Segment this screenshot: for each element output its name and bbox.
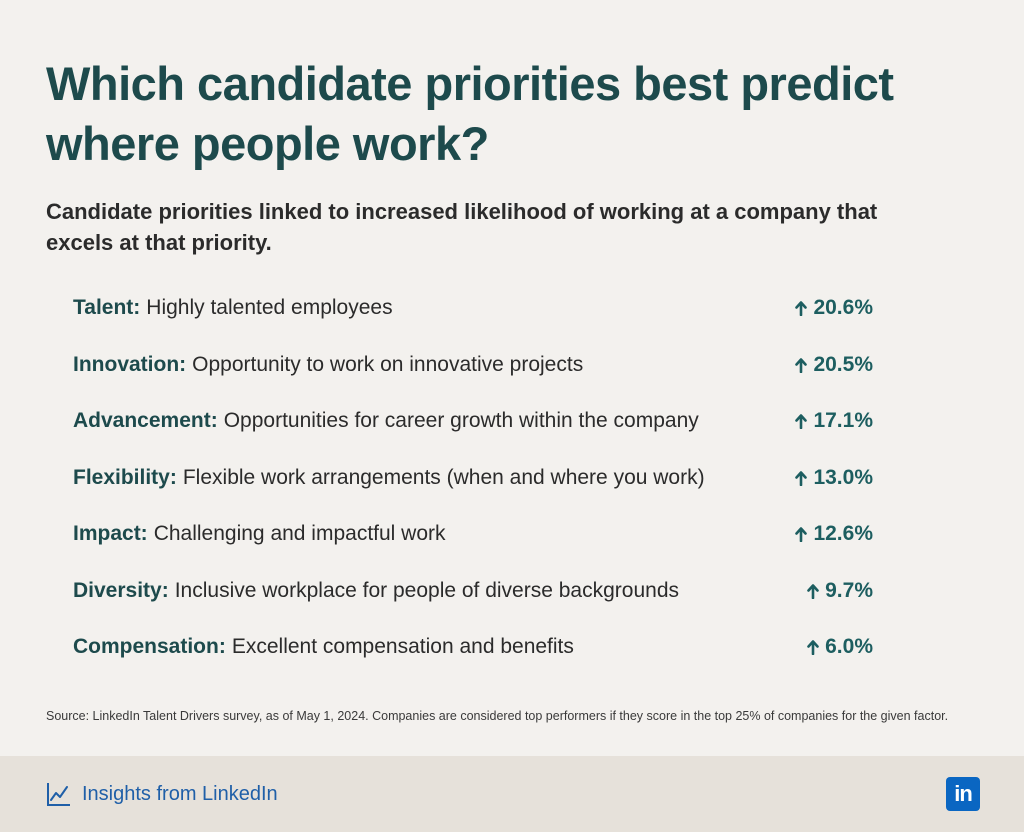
priority-value-text: 20.5%: [813, 352, 873, 376]
chart-title: Which candidate priorities best predict …: [46, 57, 894, 170]
priority-value: 20.6%: [794, 280, 873, 337]
chart-subtitle: Candidate priorities linked to increased…: [46, 199, 878, 255]
priority-value: 12.6%: [794, 506, 873, 563]
priority-row: Advancement: Opportunities for career gro…: [73, 393, 873, 450]
priority-value-text: 9.7%: [825, 578, 873, 602]
priority-value: 17.1%: [794, 393, 873, 450]
arrow-up-icon: [807, 640, 819, 656]
priority-description: Opportunities for career growth within t…: [223, 409, 699, 433]
priority-row: Talent: Highly talented employees 20.6%: [73, 280, 873, 337]
priority-label: Diversity:: [73, 578, 169, 602]
priority-value: 20.5%: [794, 337, 873, 394]
priority-row: Innovation: Opportunity to work on innova…: [73, 337, 873, 394]
priority-value: 9.7%: [806, 563, 873, 620]
priority-description: Excellent compensation and benefits: [231, 635, 574, 659]
footer-bar: Insights from LinkedIn in: [0, 756, 1024, 832]
priority-value-text: 13.0%: [813, 465, 873, 489]
arrow-up-icon: [795, 414, 808, 430]
arrow-up-icon: [795, 527, 808, 543]
priority-value-text: 20.6%: [813, 296, 873, 320]
source-note: Source: LinkedIn Talent Drivers survey, …: [46, 709, 949, 723]
priority-row: Impact: Challenging and impactful work 12.…: [73, 506, 873, 563]
linkedin-logo: in: [946, 777, 980, 811]
arrow-up-icon: [807, 583, 819, 599]
line-chart-icon: [47, 783, 70, 806]
infographic-card: Which candidate priorities best predict …: [46, 57, 949, 723]
priority-label: Compensation:: [73, 635, 226, 659]
priority-row: Flexibility: Flexible work arrangements (…: [73, 450, 873, 507]
priority-description: Opportunity to work on innovative projec…: [192, 352, 584, 376]
priority-label: Flexibility:: [73, 465, 177, 489]
brand-label: Insights from LinkedIn: [82, 782, 278, 805]
arrow-up-icon: [795, 470, 808, 486]
priority-description: Challenging and impactful work: [153, 522, 446, 546]
priority-description: Inclusive workplace for people of divers…: [174, 578, 679, 602]
arrow-up-icon: [795, 301, 808, 317]
priority-row: Compensation: Excellent compensation and …: [73, 619, 873, 676]
priority-description: Flexible work arrangements (when and whe…: [182, 465, 705, 489]
priority-description: Highly talented employees: [146, 296, 393, 320]
arrow-up-icon: [795, 357, 808, 373]
priority-label: Talent:: [73, 296, 141, 320]
priority-value-text: 17.1%: [813, 409, 873, 433]
priority-row: Diversity: Inclusive workplace for people…: [73, 563, 873, 620]
priority-value-text: 6.0%: [825, 635, 873, 659]
priority-label: Innovation:: [73, 352, 187, 376]
priority-label: Advancement:: [73, 409, 218, 433]
priority-value: 6.0%: [806, 619, 873, 676]
priority-value-text: 12.6%: [813, 522, 873, 546]
priority-label: Impact:: [73, 522, 148, 546]
priority-value: 13.0%: [794, 450, 873, 507]
brand: Insights from LinkedIn: [46, 778, 278, 810]
priority-list: Talent: Highly talented employees 20.6% Inn…: [73, 280, 873, 676]
